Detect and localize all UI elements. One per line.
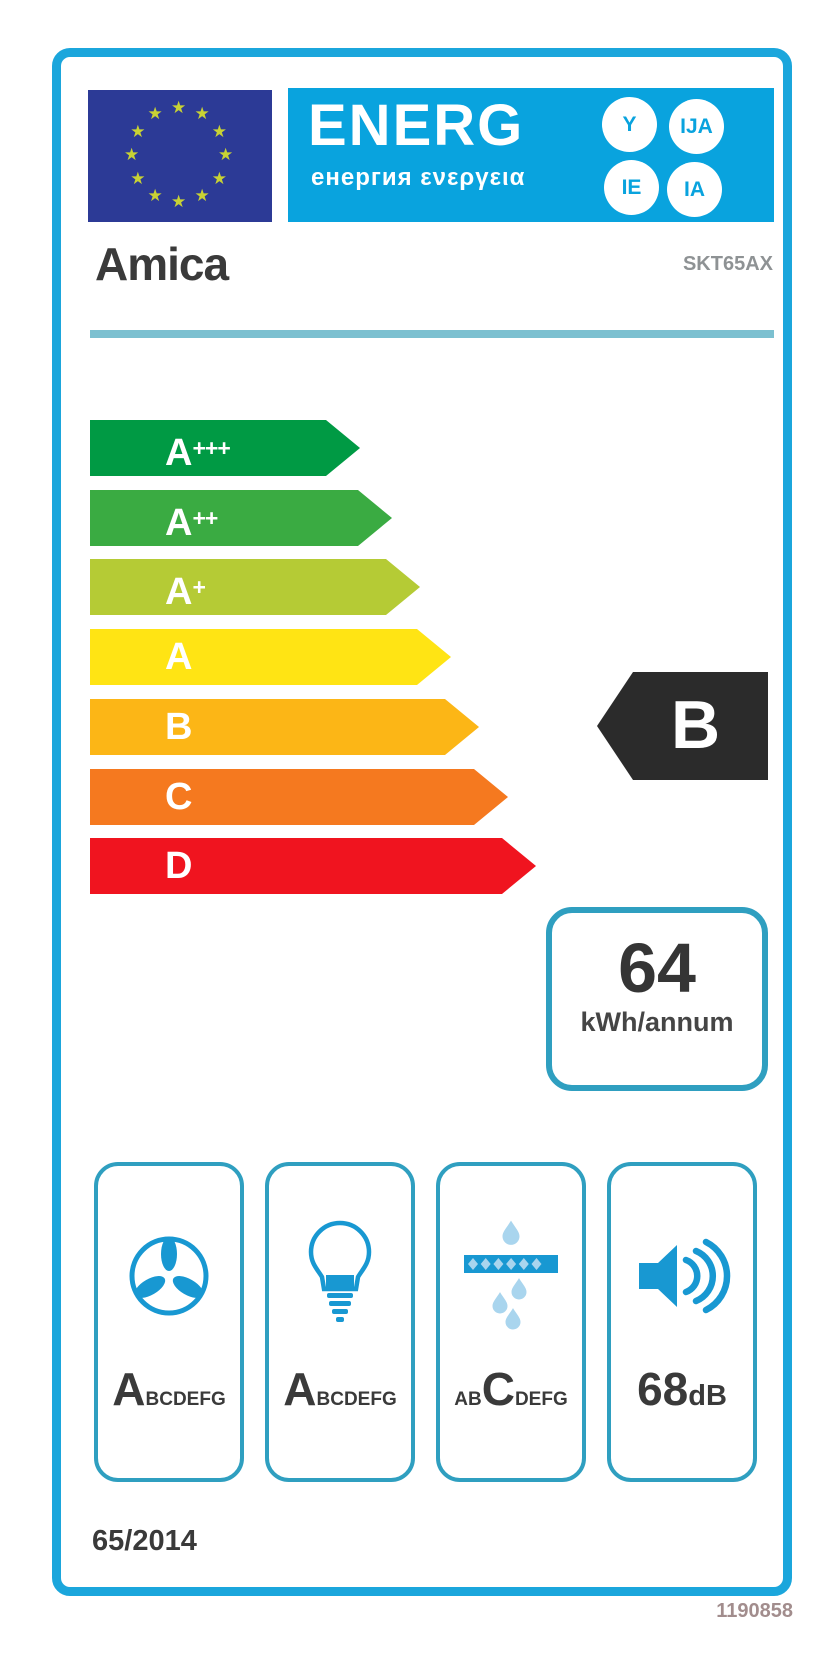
scale-bar-b: B — [90, 699, 479, 755]
grease-filter-icon — [456, 1206, 566, 1346]
divider-line — [90, 330, 774, 338]
rating-segment: dB — [688, 1380, 727, 1412]
energ-subtitle: енергия ενεργεια — [311, 164, 526, 191]
rating-class-letter: B — [670, 687, 721, 763]
scale-bar-letter: C — [165, 776, 193, 818]
eu-star-icon: ★ — [218, 145, 234, 164]
feature-box-fan: A BCDEFG — [94, 1162, 244, 1482]
scale-bar-a+: A+ — [90, 559, 420, 615]
eu-star-icon: ★ — [147, 104, 163, 124]
rating-segment: BCDEFG — [316, 1389, 397, 1410]
energ-suffix-circle: IJA — [669, 99, 724, 154]
rating-segment: A — [283, 1363, 317, 1415]
regulation-number: 65/2014 — [92, 1525, 197, 1557]
eu-star-icon: ★ — [171, 192, 187, 211]
rating-segment: A — [112, 1363, 146, 1415]
model-number: SKT65AX — [682, 253, 773, 275]
bulb-icon — [285, 1206, 395, 1346]
eu-star-icon: ★ — [130, 121, 146, 141]
scale-bar-letter: A — [165, 571, 193, 613]
rating-segment: C — [481, 1363, 515, 1415]
scale-bar-a++: A++ — [90, 490, 392, 546]
scale-bar-letter: D — [165, 845, 193, 887]
energy-consumption-box: 64 kWh/annum — [546, 907, 768, 1091]
rating-segment: DEFG — [514, 1389, 568, 1410]
feature-rating: 68 dB — [637, 1362, 727, 1416]
scale-bar-letter: A — [165, 432, 193, 474]
consumption-value: 64 — [618, 929, 696, 1007]
eu-star-icon: ★ — [124, 145, 140, 164]
scale-bar-plus: +++ — [192, 435, 230, 461]
efficiency-scale: A+++ A++ A+ A B C D — [90, 57, 812, 1587]
energ-suffix-circle: Y — [602, 97, 657, 152]
droplet-icon — [492, 1292, 508, 1314]
brand-logo: Amica — [95, 238, 229, 290]
rating-segment: 68 — [637, 1363, 689, 1415]
scale-bar-a: A — [90, 629, 451, 685]
energ-suffix-circle: IA — [667, 162, 722, 217]
feature-box-grease-filter: AB C DEFG — [436, 1162, 586, 1482]
scale-bar-letter: B — [165, 706, 193, 748]
eu-star-icon: ★ — [194, 104, 210, 124]
droplet-icon — [511, 1278, 527, 1300]
scale-bar-a+++: A+++ — [90, 420, 360, 476]
eu-star-icon: ★ — [130, 168, 146, 188]
eu-star-icon: ★ — [147, 185, 163, 205]
feature-box-bulb: A BCDEFG — [265, 1162, 415, 1482]
scale-bar-letter: A — [165, 636, 193, 678]
droplet-icon — [505, 1308, 521, 1330]
energ-wordmark: ENERG — [308, 93, 525, 158]
eu-star-icon: ★ — [211, 168, 227, 188]
energ-suffix-circle: IE — [604, 160, 659, 215]
consumption-unit: kWh/annum — [580, 1007, 734, 1037]
feature-box-speaker: 68 dB — [607, 1162, 757, 1482]
rating-indicator-arrow: B — [597, 672, 768, 780]
eu-star-icon: ★ — [194, 185, 210, 205]
energy-label: ★ ★ ★ ★ ★ ★ ★ ★ ★ ★ ★ ★ ENERG енергия ενεργεια Y IJA… — [52, 48, 792, 1596]
eu-flag-logo: ★ ★ ★ ★ ★ ★ ★ ★ ★ ★ ★ ★ — [88, 90, 272, 222]
droplet-icon — [502, 1220, 520, 1245]
scale-bar-plus: + — [192, 574, 205, 600]
document-code: 1190858 — [716, 1600, 793, 1622]
rating-segment: BCDEFG — [145, 1389, 226, 1410]
fan-icon — [114, 1206, 224, 1346]
rating-segment: AB — [454, 1389, 482, 1410]
eu-star-icon: ★ — [211, 121, 227, 141]
speaker-icon — [627, 1206, 737, 1346]
scale-bar-d: D — [90, 838, 536, 894]
scale-bar-c: C — [90, 769, 508, 825]
scale-bar-letter: A — [165, 502, 193, 544]
energ-logo-band: ENERG енергия ενεργεια Y IJA IE IA — [288, 88, 774, 222]
feature-boxes: A BCDEFG A BCDEFG AB C DEFG 68 dB — [61, 1162, 783, 1482]
scale-bar-plus: ++ — [192, 505, 218, 531]
eu-star-icon: ★ — [171, 98, 187, 117]
